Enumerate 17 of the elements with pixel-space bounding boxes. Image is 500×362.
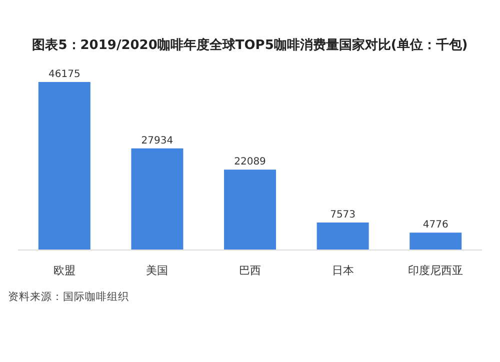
x-tick-label: 印度尼西亚: [408, 264, 464, 277]
bar: [38, 82, 90, 250]
bar: [316, 222, 369, 250]
data-label: 22089: [234, 156, 266, 168]
data-label: 46175: [48, 69, 80, 80]
x-tick-label: 美国: [146, 264, 168, 277]
bar: [410, 232, 462, 250]
data-label: 7573: [330, 209, 356, 220]
data-label: 4776: [422, 220, 448, 231]
x-tick-label: 欧盟: [53, 264, 76, 277]
bar: [224, 170, 276, 250]
x-tick-label: 日本: [332, 264, 354, 277]
chart-title: 图表5：2019/2020咖啡年度全球TOP5咖啡消费量国家对比(单位：千包): [31, 36, 469, 54]
bar: [131, 148, 184, 250]
data-label: 27934: [141, 135, 174, 146]
x-tick-label: 巴西: [239, 264, 261, 277]
text: 资料来源：国际咖啡组织: [8, 290, 130, 304]
